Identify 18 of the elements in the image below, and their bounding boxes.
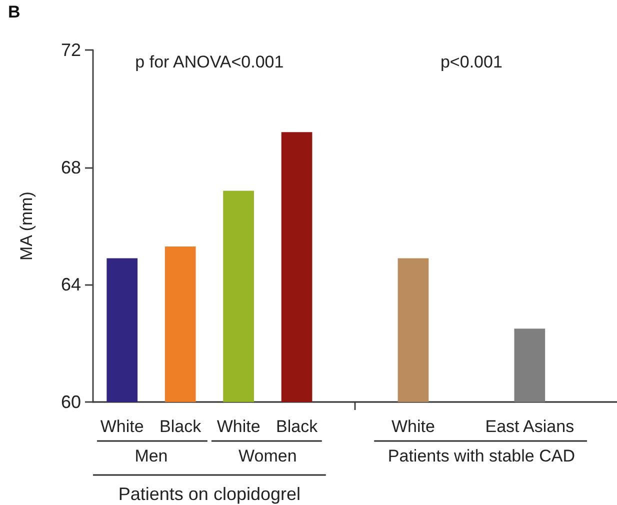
y-tick-label: 72 bbox=[60, 40, 81, 60]
x-tick-label: East Asians bbox=[485, 417, 574, 436]
text: Patients on clopidogrel bbox=[118, 484, 301, 504]
text: Patients with stable CAD bbox=[388, 446, 575, 466]
text: Men bbox=[134, 446, 168, 466]
x-tick-label: White bbox=[391, 417, 435, 436]
y-tick-label: 60 bbox=[60, 392, 81, 412]
y-axis-title: MA (mm) bbox=[17, 192, 36, 260]
annotation: p<0.001 bbox=[440, 52, 502, 72]
x-tick-label: White bbox=[100, 417, 144, 436]
text: B bbox=[8, 2, 20, 22]
annotation: p for ANOVA<0.001 bbox=[135, 52, 284, 72]
x-tick-label: White bbox=[216, 417, 260, 436]
text: Women bbox=[238, 446, 297, 466]
x-tick-label: Black bbox=[276, 417, 318, 436]
x-tick-label: Black bbox=[160, 417, 202, 436]
y-tick-label: 64 bbox=[60, 274, 81, 295]
y-tick-label: 68 bbox=[60, 157, 81, 178]
